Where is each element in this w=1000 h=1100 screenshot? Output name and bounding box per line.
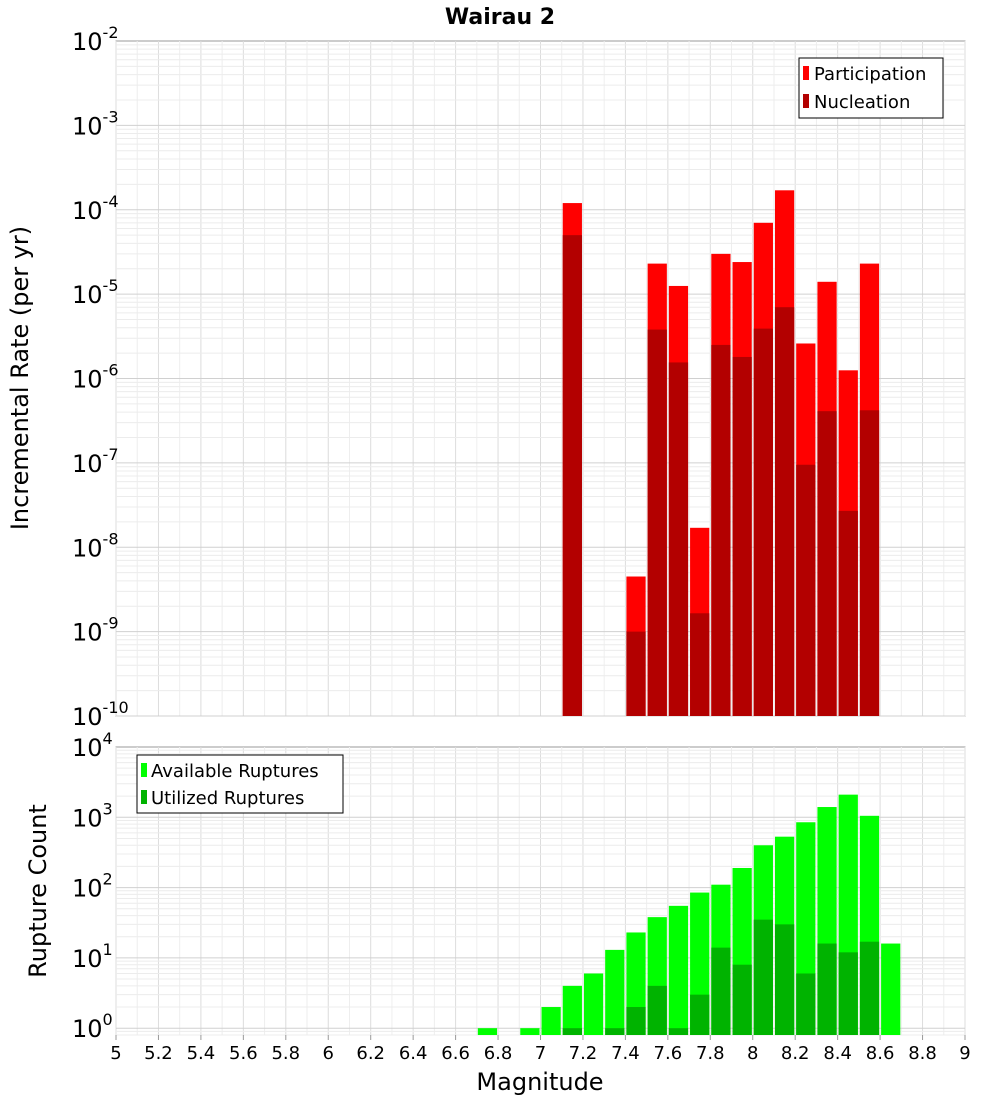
bottom-y-tick-label: 103 [72,799,113,832]
top-y-tick-label: 10-7 [72,445,119,478]
x-tick-label: 7.4 [611,1043,640,1064]
bottom-bar-back [881,943,901,1035]
x-tick-label: 6.6 [441,1043,470,1064]
bottom-bar-front [668,1028,689,1035]
top-legend-box [798,57,944,119]
x-tick-label: 7 [535,1043,546,1064]
bottom-bar-back [520,1028,540,1035]
legend-label-nucleation: Nucleation [814,92,910,113]
bottom-legend-box [136,754,344,814]
bottom-bars [477,794,901,1035]
top-bar-front [796,464,816,716]
top-bar-front [753,328,773,716]
bottom-y-tick-label: 100 [72,1010,113,1043]
bottom-y-ticks: 104 103 102 101 100 [72,729,113,1043]
x-tick-label: 7.2 [569,1043,598,1064]
bottom-bar-front [817,943,837,1035]
x-tick-label: 8.4 [823,1043,852,1064]
top-bar-front [626,631,646,716]
top-bar-front [817,411,837,716]
top-y-tick-label: 10-8 [72,529,119,562]
bottom-bar-front [796,973,816,1035]
x-tick-label: 7.6 [654,1043,683,1064]
bottom-y-tick-label: 102 [72,870,113,903]
bottom-bar-front [605,1028,625,1035]
bottom-bar-front [774,924,795,1035]
legend-label-available: Available Ruptures [151,761,319,782]
top-legend: Participation Nucleation [798,57,944,119]
top-y-tick-label: 10-2 [72,23,119,56]
chart-title: Wairau 2 [445,5,555,30]
x-tick-label: 5.8 [271,1043,300,1064]
x-tick-label: 8.8 [908,1043,937,1064]
bottom-bar-front [859,941,880,1035]
x-axis-label: Magnitude [476,1068,603,1096]
top-bar-front [690,613,710,716]
bottom-y-axis-label: Rupture Count [24,804,52,978]
x-tick-label: 5.4 [187,1043,216,1064]
bottom-bar-back [562,985,582,1035]
x-ticks: 5 5.2 5.4 5.6 5.8 6 6.2 6.4 6.6 6.8 7 7.2 7.4 7.6 7.8 8… [110,1035,971,1064]
bottom-bar-front [690,994,710,1035]
x-tick-label: 8 [747,1043,758,1064]
bottom-bar-front [562,1028,582,1035]
top-bars [562,190,880,716]
top-y-tick-label: 10-3 [72,107,119,140]
top-bar-front [711,344,731,716]
top-y-tick-label: 10-9 [72,614,119,647]
top-y-tick-label: 10-4 [72,192,119,225]
bottom-bar-front [647,985,667,1035]
x-tick-label: 6.2 [356,1043,385,1064]
legend-swatch-utilized [141,790,147,804]
bottom-legend: Available Ruptures Utilized Ruptures [136,754,344,814]
top-y-tick-label: 10-10 [72,698,129,731]
legend-label-utilized: Utilized Ruptures [151,788,304,809]
top-panel: 10-2 10-3 10-4 10-5 10-6 10-7 10-8 10-9 10-10 In… [6,23,966,731]
bottom-y-tick-label: 101 [72,940,113,973]
legend-swatch-participation [803,66,809,80]
top-bar-front [838,510,858,716]
bottom-bar-back [668,905,689,1035]
x-tick-label: 5.6 [229,1043,258,1064]
x-tick-label: 8.2 [781,1043,810,1064]
bottom-bar-front [626,1007,646,1035]
top-bar-front [774,307,795,716]
x-tick-label: 7.8 [696,1043,725,1064]
legend-label-participation: Participation [814,64,926,85]
x-tick-label: 6.8 [484,1043,513,1064]
x-tick-label: 5.2 [144,1043,173,1064]
top-bar-front [859,410,880,716]
bottom-bar-front [838,952,858,1035]
bottom-bar-back [605,949,625,1035]
legend-swatch-nucleation [803,94,809,108]
top-bar-front [732,356,752,716]
top-y-tick-label: 10-5 [72,276,119,309]
bottom-bar-front [711,947,731,1035]
bottom-bar-front [732,964,752,1035]
top-bar-front [562,235,582,716]
bottom-bar-front [753,919,773,1035]
bottom-bar-back [541,1007,561,1035]
top-y-ticks: 10-2 10-3 10-4 10-5 10-6 10-7 10-8 10-9 10-10 [72,23,129,731]
top-bar-front [668,362,689,716]
top-y-axis-label: Incremental Rate (per yr) [6,226,34,530]
x-tick-label: 6.4 [399,1043,428,1064]
bottom-bar-back [477,1028,498,1035]
bottom-y-tick-label: 104 [72,729,113,762]
top-grid [115,41,966,717]
bottom-bar-back [583,973,604,1035]
x-tick-label: 8.6 [866,1043,895,1064]
x-tick-label: 9 [959,1043,970,1064]
bottom-panel: 104 103 102 101 100 5 5.2 5.4 5.6 5.8 6 6.2 6.4 6.6 6… [24,729,971,1096]
x-tick-label: 5 [110,1043,121,1064]
legend-swatch-available [141,763,147,777]
top-y-tick-label: 10-6 [72,361,119,394]
top-bar-front [647,329,667,716]
x-tick-label: 6 [323,1043,334,1064]
